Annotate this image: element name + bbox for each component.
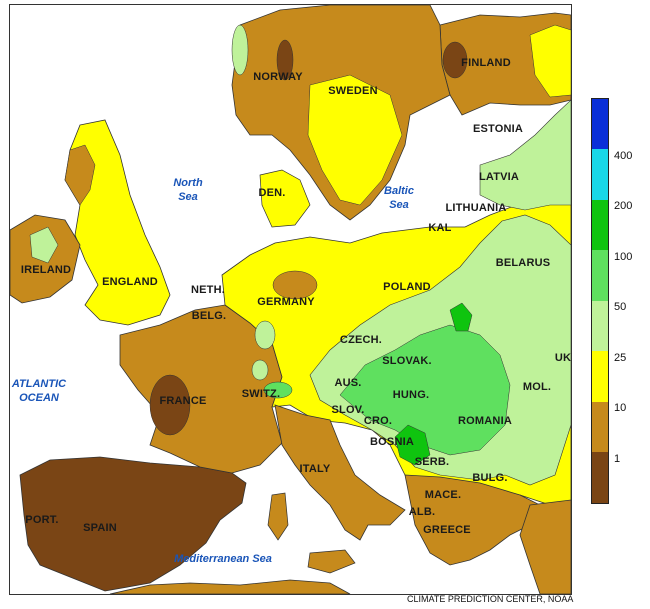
land-italy [274, 404, 406, 541]
label-england: ENGLAND [102, 276, 158, 288]
label-portugal: PORT. [25, 514, 59, 526]
label-hungary: HUNG. [392, 389, 430, 401]
label-lithuania: LITHUANIA [445, 202, 507, 214]
blob-green-3 [231, 24, 249, 76]
label-latvia: LATVIA [478, 171, 520, 183]
blob-brown-4 [442, 41, 468, 79]
legend-color-bar [591, 98, 609, 504]
blob-brown-3 [276, 39, 294, 81]
credit-text: CLIMATE PREDICTION CENTER, NOAA [407, 594, 574, 604]
map-canvas [10, 5, 571, 594]
legend-swatch-400 [592, 149, 608, 200]
label-switzerland: SWITZ. [241, 388, 281, 400]
label-atlantic-ocean: ATLANTIC OCEAN [11, 378, 67, 404]
legend-label-400: 400 [614, 150, 633, 162]
legend-swatch-10 [592, 402, 608, 452]
label-finland: FINLAND [461, 57, 511, 69]
land-baltics [479, 99, 571, 211]
land-ireland-green [29, 226, 59, 264]
label-kal: KAL [428, 222, 452, 234]
label-ireland: IRELAND [20, 264, 72, 276]
legend-label-50: 50 [614, 301, 627, 313]
label-romania: ROMANIA [458, 415, 512, 427]
label-denmark: DEN. [258, 187, 286, 199]
label-greece: GREECE [423, 524, 471, 536]
label-slovenia: SLOV. [331, 404, 365, 416]
label-estonia: ESTONIA [472, 123, 524, 135]
label-belgium: BELG. [191, 310, 227, 322]
label-bulgaria: BULG. [472, 472, 508, 484]
legend-swatch-25 [592, 351, 608, 402]
label-italy: ITALY [299, 463, 331, 475]
blob-green-4 [263, 381, 293, 399]
label-czech: CZECH. [339, 334, 383, 346]
land-greece [404, 474, 541, 566]
label-albania: ALB. [408, 506, 436, 518]
land-iberia [19, 456, 247, 592]
label-austria: AUS. [334, 377, 362, 389]
legend-swatch-1 [592, 452, 608, 503]
label-netherlands: NETH. [191, 284, 225, 296]
blob-brown-1 [272, 270, 318, 300]
blob-green-2 [251, 359, 269, 381]
label-moldova: MOL. [522, 381, 552, 393]
region-green-peak [394, 424, 431, 466]
label-france: FRANCE [159, 395, 207, 407]
label-bosnia: BOSNIA [370, 436, 414, 448]
label-slovakia: SLOVAK. [382, 355, 432, 367]
legend-swatch-gt-400 [592, 99, 608, 149]
legend-swatch-200 [592, 200, 608, 250]
land-north-africa [109, 579, 351, 594]
land-turkey [519, 499, 571, 594]
blob-brown-2 [149, 374, 191, 436]
land-britain-brown [64, 144, 96, 206]
label-baltic-sea: Baltic Sea [384, 185, 414, 211]
blob-green-1 [254, 320, 276, 350]
label-mediterranean-sea: Mediterranean Sea [174, 553, 272, 565]
label-spain: SPAIN [83, 522, 117, 534]
label-poland: POLAND [383, 281, 431, 293]
legend-label-25: 25 [614, 352, 627, 364]
label-belarus: BELARUS [495, 257, 551, 269]
label-croatia: CRO. [363, 415, 393, 427]
region-green-peak-2 [449, 302, 473, 332]
legend-label-200: 200 [614, 200, 633, 212]
land-sweden-yellow [307, 74, 403, 206]
legend-label-100: 100 [614, 251, 633, 263]
precipitation-map: NORWAY SWEDEN FINLAND ESTONIA LATVIA LIT… [9, 4, 572, 595]
legend-swatch-50 [592, 301, 608, 351]
legend-label-1: 1 [614, 453, 621, 465]
land-finland-yellow [529, 24, 571, 98]
legend-label-10: 10 [614, 402, 627, 414]
label-sweden: SWEDEN [328, 85, 378, 97]
label-norway: NORWAY [253, 71, 303, 83]
label-macedonia: MACE. [424, 489, 462, 501]
land-denmark [259, 169, 311, 228]
label-serbia: SERB. [414, 456, 450, 468]
legend-swatch-100 [592, 250, 608, 301]
label-germany: GERMANY [257, 296, 315, 308]
land-sicily [307, 549, 356, 574]
label-ukraine: UK [554, 352, 572, 364]
land-sardinia [267, 492, 289, 541]
label-north-sea: North Sea [173, 177, 203, 203]
